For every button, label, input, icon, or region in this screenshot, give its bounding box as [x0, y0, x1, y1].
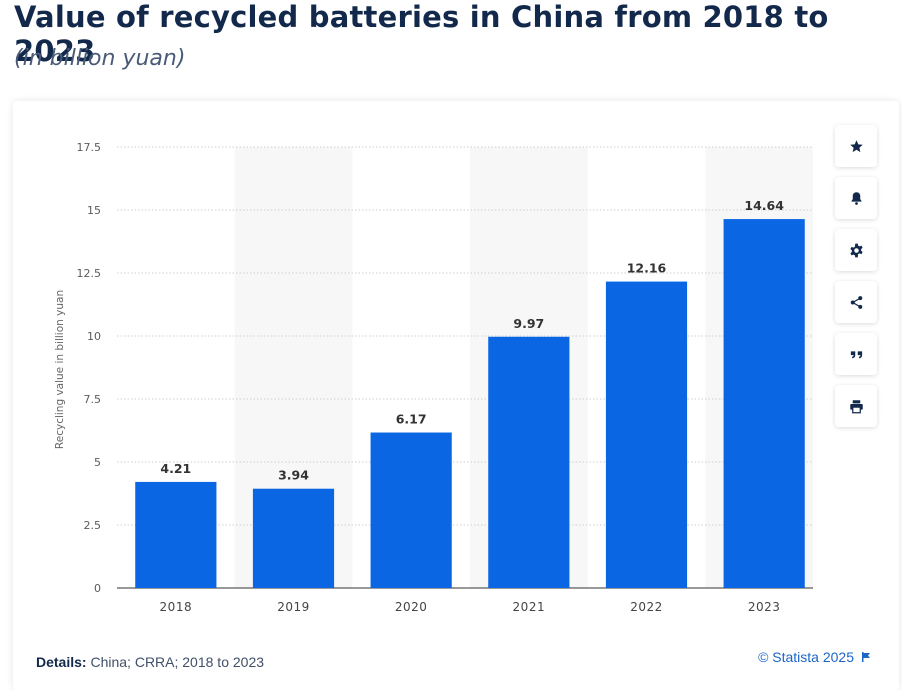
chart-card: 0 2.5 5 7.5 10 12.5 15 17.5 4.21 2018 3.94 2019 6.17…: [13, 101, 899, 690]
details: Details: China; CRRA; 2018 to 2023: [36, 654, 264, 670]
cite-button[interactable]: [835, 333, 877, 375]
y-axis-title: Recycling value in billion yuan: [54, 290, 66, 449]
statista-credit[interactable]: © Statista 2025: [758, 649, 871, 665]
star-icon: [849, 139, 863, 152]
print-icon: [849, 399, 863, 413]
settings-button[interactable]: [835, 229, 877, 271]
y-tick-label: 10: [87, 330, 101, 343]
y-tick-label: 7.5: [84, 393, 102, 406]
share-button[interactable]: [835, 281, 877, 323]
x-tick-label: 2022: [630, 600, 663, 614]
x-tick-label: 2020: [395, 600, 428, 614]
print-button[interactable]: [835, 385, 877, 427]
details-label: Details:: [36, 654, 87, 670]
page-subtitle: (in billion yuan): [14, 46, 186, 71]
x-tick-label: 2023: [748, 600, 781, 614]
quote-icon: [850, 350, 862, 358]
bar: [488, 336, 570, 588]
x-tick-label: 2019: [277, 600, 310, 614]
details-text: China; CRRA; 2018 to 2023: [90, 654, 265, 670]
bar: [135, 481, 217, 588]
credit-text: © Statista 2025: [758, 649, 854, 665]
bar: [252, 488, 335, 588]
data-label: 3.94: [278, 468, 309, 483]
chart-toolbar: [835, 125, 877, 437]
y-tick-label: 0: [94, 582, 101, 595]
page-title: Value of recycled batteries in China fro…: [14, 0, 829, 68]
bar: [370, 432, 452, 588]
x-tick-label: 2018: [160, 600, 193, 614]
flag-icon: [862, 652, 870, 662]
bar-chart: 0 2.5 5 7.5 10 12.5 15 17.5 4.21 2018 3.94 2019 6.17…: [54, 141, 813, 614]
notification-button[interactable]: [835, 177, 877, 219]
y-tick-label: 12.5: [77, 267, 102, 280]
x-tick-label: 2021: [513, 600, 546, 614]
y-tick-label: 15: [87, 204, 101, 217]
data-label: 6.17: [396, 412, 427, 427]
gear-icon: [849, 243, 863, 257]
bar: [723, 219, 805, 588]
data-label: 12.16: [627, 261, 667, 276]
y-tick-label: 2.5: [84, 519, 102, 532]
data-label: 14.64: [744, 198, 784, 213]
data-label: 9.97: [513, 316, 544, 331]
data-label: 4.21: [160, 461, 191, 476]
share-icon: [850, 295, 862, 309]
y-tick-label: 5: [94, 456, 101, 469]
favorite-button[interactable]: [835, 125, 877, 167]
y-tick-label: 17.5: [77, 141, 102, 154]
bar: [605, 281, 688, 588]
bell-icon: [851, 191, 861, 205]
